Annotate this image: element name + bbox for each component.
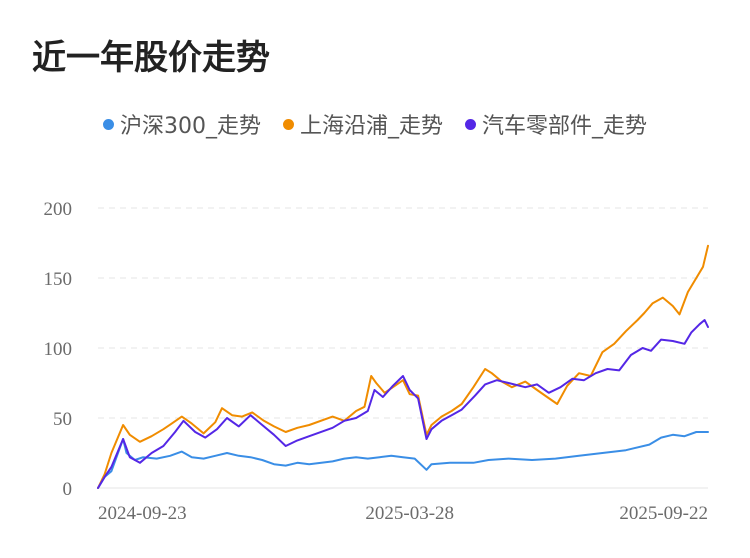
legend: 沪深300_走势 上海沿浦_走势 汽车零部件_走势 [0,108,750,140]
x-tick-label: 2025-09-22 [619,503,708,524]
x-tick-label: 2025-03-28 [365,503,454,524]
y-tick-label: 0 [63,479,73,500]
legend-item-stock[interactable]: 上海沿浦_走势 [282,108,443,140]
legend-item-sector[interactable]: 汽车零部件_走势 [465,108,647,140]
legend-dot-icon [465,118,476,130]
y-tick-label: 150 [44,269,73,290]
y-tick-label: 200 [44,199,73,220]
x-tick-label: 2024-09-23 [98,503,187,524]
y-tick-label: 100 [44,339,73,360]
series-line-1 [97,244,709,489]
series-line-2 [97,319,709,489]
legend-dot-icon [102,118,114,130]
legend-item-hs300[interactable]: 沪深300_走势 [102,108,261,140]
series-line-0 [97,431,709,489]
legend-label: 上海沿浦_走势 [299,114,443,139]
legend-label: 汽车零部件_走势 [482,114,648,139]
legend-dot-icon [282,118,294,130]
y-tick-label: 50 [53,409,72,430]
chart-title: 近一年股价走势 [32,38,270,78]
legend-label: 沪深300_走势 [119,114,261,139]
